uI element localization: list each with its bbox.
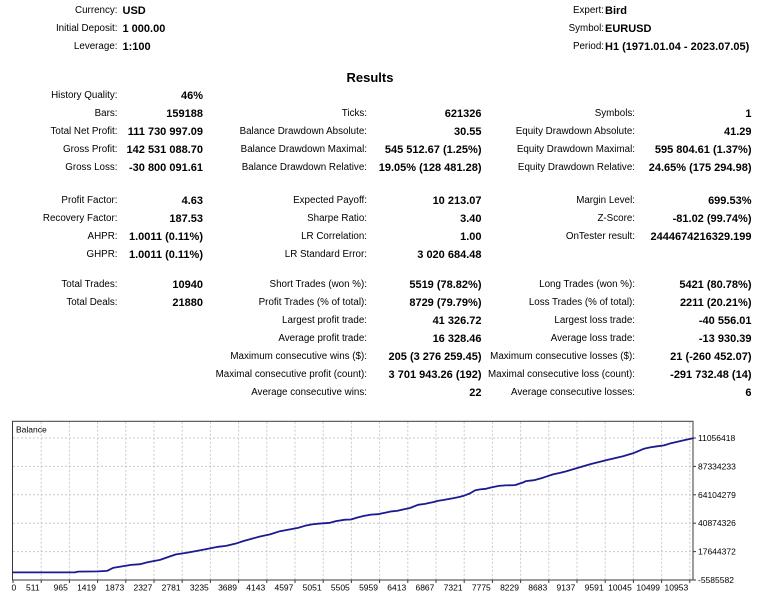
svg-text:-5585582: -5585582 xyxy=(698,575,734,585)
svg-text:9591: 9591 xyxy=(585,583,604,593)
svg-text:87334233: 87334233 xyxy=(698,461,736,471)
svg-text:Balance: Balance xyxy=(16,425,47,435)
svg-text:3235: 3235 xyxy=(190,583,209,593)
svg-text:5051: 5051 xyxy=(303,583,322,593)
svg-text:7321: 7321 xyxy=(444,583,463,593)
svg-text:10953: 10953 xyxy=(665,583,689,593)
svg-text:8683: 8683 xyxy=(528,583,547,593)
svg-text:511: 511 xyxy=(26,583,40,593)
svg-text:965: 965 xyxy=(54,583,68,593)
svg-text:4143: 4143 xyxy=(246,583,265,593)
svg-text:2327: 2327 xyxy=(133,583,152,593)
svg-text:5959: 5959 xyxy=(359,583,378,593)
svg-text:10045: 10045 xyxy=(608,583,632,593)
svg-text:4597: 4597 xyxy=(274,583,293,593)
svg-text:64104279: 64104279 xyxy=(698,490,736,500)
svg-text:1419: 1419 xyxy=(77,583,96,593)
svg-text:0: 0 xyxy=(12,583,17,593)
svg-text:6867: 6867 xyxy=(415,583,434,593)
svg-text:17644372: 17644372 xyxy=(698,547,736,557)
svg-text:2781: 2781 xyxy=(162,583,181,593)
svg-text:6413: 6413 xyxy=(387,583,406,593)
svg-text:9137: 9137 xyxy=(556,583,575,593)
svg-text:3689: 3689 xyxy=(218,583,237,593)
svg-text:8229: 8229 xyxy=(500,583,519,593)
svg-text:7775: 7775 xyxy=(472,583,491,593)
svg-text:11056418: 11056418 xyxy=(698,433,735,443)
svg-text:1873: 1873 xyxy=(105,583,124,593)
svg-text:40874326: 40874326 xyxy=(698,518,736,528)
svg-text:10499: 10499 xyxy=(636,583,660,593)
svg-text:5505: 5505 xyxy=(331,583,350,593)
